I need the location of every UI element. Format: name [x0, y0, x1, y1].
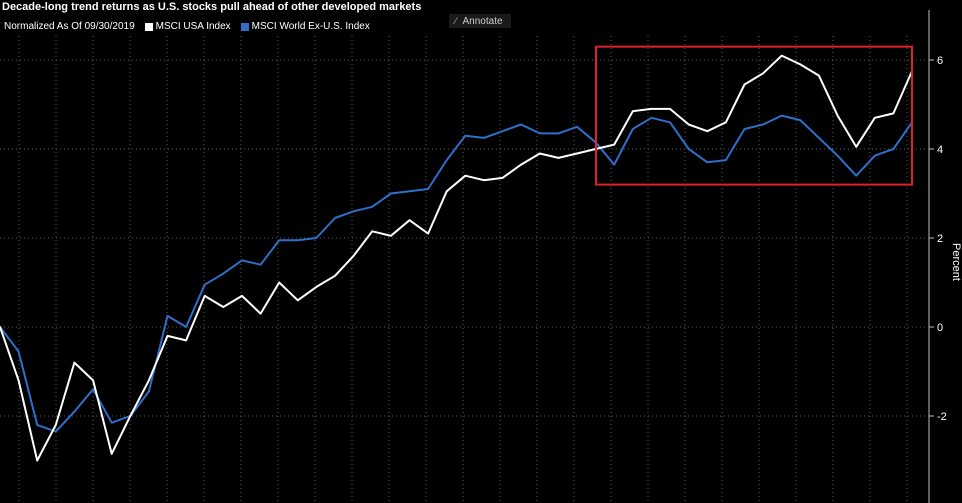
annotate-button[interactable]: ⁄ Annotate — [449, 14, 511, 28]
y-tick-label: 2 — [937, 233, 943, 245]
y-tick-label: 6 — [937, 55, 943, 67]
y-tick-label: -2 — [937, 411, 947, 423]
series-line-usa — [0, 54, 913, 462]
highlight-box — [595, 45, 913, 186]
legend-entry-world[interactable]: MSCI World Ex-U.S. Index — [240, 21, 370, 32]
legend-label-usa: MSCI USA Index — [155, 21, 231, 32]
y-axis-label: Percent — [950, 243, 962, 281]
series-line-world — [0, 114, 913, 433]
y-tick-label: 4 — [937, 144, 943, 156]
annotate-label: Annotate — [462, 15, 503, 27]
legend: Normalized As Of 09/30/2019 MSCI USA Ind… — [4, 21, 380, 32]
normalized-date-label: Normalized As Of 09/30/2019 — [4, 21, 135, 32]
legend-swatch-world — [240, 22, 249, 31]
chart-title: Decade-long trend returns as U.S. stocks… — [2, 1, 422, 13]
legend-label-world: MSCI World Ex-U.S. Index — [251, 21, 370, 32]
legend-swatch-usa — [144, 22, 153, 31]
y-tick-label: 0 — [937, 322, 943, 334]
legend-entry-usa[interactable]: MSCI USA Index — [144, 21, 231, 32]
pencil-icon: ⁄ — [455, 16, 457, 26]
